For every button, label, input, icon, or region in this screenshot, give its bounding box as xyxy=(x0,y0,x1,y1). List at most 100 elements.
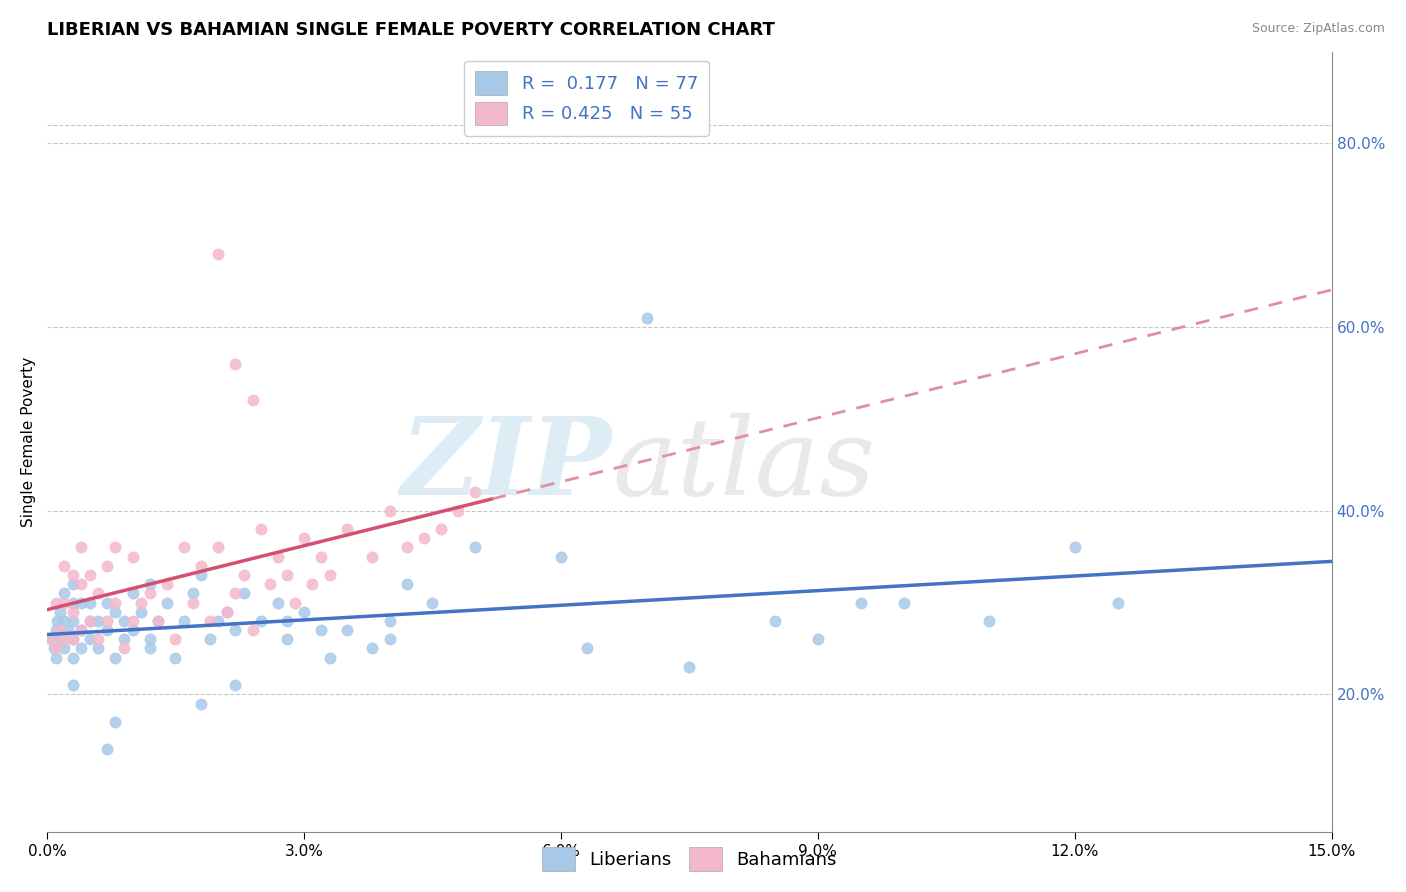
Point xyxy=(87,586,110,600)
Point xyxy=(96,558,118,573)
Point xyxy=(301,577,323,591)
Point xyxy=(1107,595,1129,609)
Point xyxy=(464,541,486,555)
Point xyxy=(224,678,246,692)
Point xyxy=(849,595,872,609)
Point xyxy=(70,541,93,555)
Point xyxy=(53,586,76,600)
Point xyxy=(378,632,401,647)
Point xyxy=(53,641,76,656)
Point xyxy=(156,595,179,609)
Point xyxy=(70,577,93,591)
Point xyxy=(112,614,135,628)
Point xyxy=(104,650,127,665)
Point xyxy=(1063,541,1085,555)
Point xyxy=(259,577,281,591)
Point xyxy=(190,568,212,582)
Text: atlas: atlas xyxy=(612,413,876,518)
Point xyxy=(395,577,418,591)
Point xyxy=(165,632,187,647)
Point xyxy=(678,660,700,674)
Point xyxy=(318,568,340,582)
Point xyxy=(198,632,221,647)
Point xyxy=(121,614,143,628)
Point xyxy=(173,614,195,628)
Point xyxy=(165,650,187,665)
Point xyxy=(464,485,486,500)
Point xyxy=(378,614,401,628)
Point xyxy=(807,632,830,647)
Point xyxy=(58,623,80,637)
Point xyxy=(422,595,444,609)
Point xyxy=(292,531,315,545)
Point xyxy=(121,623,143,637)
Point xyxy=(207,246,229,260)
Point xyxy=(636,310,658,325)
Point xyxy=(395,541,418,555)
Point xyxy=(318,650,340,665)
Point xyxy=(62,632,84,647)
Point xyxy=(242,623,264,637)
Point xyxy=(44,623,66,637)
Point xyxy=(224,586,246,600)
Point xyxy=(112,641,135,656)
Point xyxy=(70,623,93,637)
Point xyxy=(121,549,143,564)
Point xyxy=(46,614,69,628)
Point xyxy=(53,632,76,647)
Point xyxy=(336,522,359,536)
Text: LIBERIAN VS BAHAMIAN SINGLE FEMALE POVERTY CORRELATION CHART: LIBERIAN VS BAHAMIAN SINGLE FEMALE POVER… xyxy=(46,21,775,39)
Point xyxy=(79,568,101,582)
Point xyxy=(361,549,384,564)
Legend: Liberians, Bahamians: Liberians, Bahamians xyxy=(534,840,844,878)
Point xyxy=(292,605,315,619)
Point xyxy=(62,678,84,692)
Text: Source: ZipAtlas.com: Source: ZipAtlas.com xyxy=(1251,22,1385,36)
Point xyxy=(276,568,298,582)
Point xyxy=(207,614,229,628)
Point xyxy=(893,595,915,609)
Point xyxy=(550,549,572,564)
Point xyxy=(250,522,273,536)
Point xyxy=(79,614,101,628)
Point xyxy=(87,632,110,647)
Point xyxy=(104,595,127,609)
Text: ZIP: ZIP xyxy=(401,412,612,518)
Point xyxy=(267,549,290,564)
Point xyxy=(39,632,62,647)
Point xyxy=(129,605,152,619)
Point xyxy=(190,558,212,573)
Point xyxy=(309,623,332,637)
Point xyxy=(979,614,1001,628)
Point xyxy=(79,595,101,609)
Point xyxy=(336,623,359,637)
Point xyxy=(79,632,101,647)
Point xyxy=(138,586,160,600)
Point xyxy=(70,641,93,656)
Point xyxy=(215,605,238,619)
Point xyxy=(121,586,143,600)
Point xyxy=(87,641,110,656)
Point xyxy=(112,632,135,647)
Point xyxy=(62,632,84,647)
Point xyxy=(181,595,204,609)
Point xyxy=(53,558,76,573)
Point xyxy=(378,504,401,518)
Point xyxy=(309,549,332,564)
Point xyxy=(148,614,170,628)
Point xyxy=(44,650,66,665)
Point xyxy=(96,595,118,609)
Point xyxy=(87,614,110,628)
Point xyxy=(276,614,298,628)
Point xyxy=(242,393,264,408)
Point xyxy=(62,568,84,582)
Point xyxy=(138,577,160,591)
Point xyxy=(104,714,127,729)
Point xyxy=(44,641,66,656)
Point xyxy=(276,632,298,647)
Point xyxy=(44,595,66,609)
Point xyxy=(224,357,246,371)
Point xyxy=(138,641,160,656)
Point xyxy=(96,742,118,756)
Point xyxy=(70,623,93,637)
